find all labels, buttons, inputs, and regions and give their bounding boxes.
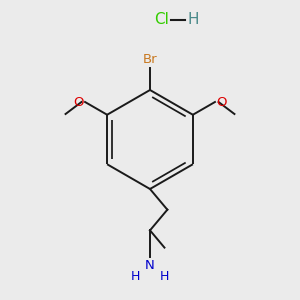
Text: O: O xyxy=(73,95,83,109)
Text: O: O xyxy=(217,95,227,109)
Text: Br: Br xyxy=(143,53,157,66)
Text: N: N xyxy=(145,259,155,272)
Text: Cl: Cl xyxy=(154,12,169,27)
Text: H: H xyxy=(160,270,169,283)
Text: H: H xyxy=(188,12,199,27)
Text: H: H xyxy=(131,270,140,283)
